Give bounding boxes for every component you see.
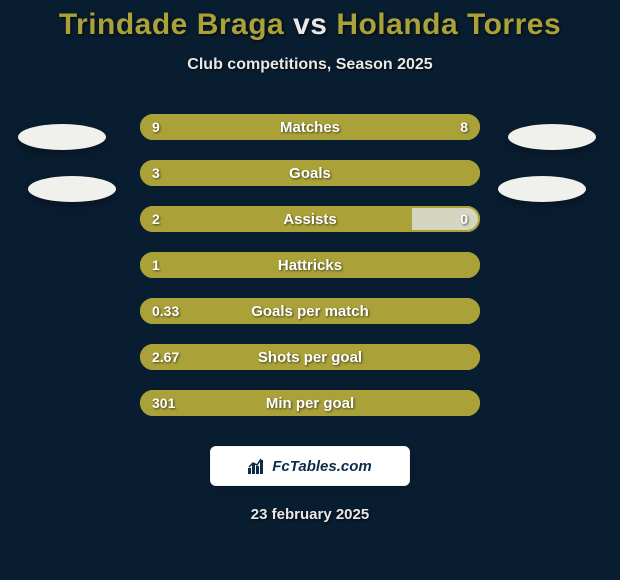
stat-value-left: 3 (152, 165, 160, 181)
page-title: Trindade Braga vs Holanda Torres (59, 8, 561, 42)
stat-row: Goals per match0.33 (140, 298, 480, 324)
stat-value-right: 0 (460, 211, 468, 227)
stat-label: Matches (140, 119, 480, 136)
stat-label: Goals per match (140, 303, 480, 320)
stat-value-right: 8 (460, 119, 468, 135)
stat-row: Shots per goal2.67 (140, 344, 480, 370)
stat-row: Assists2 0 (140, 206, 480, 232)
stat-row: Hattricks1 (140, 252, 480, 278)
player-ellipse-0 (18, 124, 106, 150)
stat-value-left: 9 (152, 119, 160, 135)
player-ellipse-3 (498, 176, 586, 202)
stat-row: Matches9 8 (140, 114, 480, 140)
stat-value-left: 0.33 (152, 303, 179, 319)
stat-row: Min per goal301 (140, 390, 480, 416)
stat-label: Min per goal (140, 395, 480, 412)
stat-label: Hattricks (140, 257, 480, 274)
chart-icon (248, 458, 266, 474)
title-vs: vs (293, 8, 327, 41)
stat-label: Shots per goal (140, 349, 480, 366)
subtitle: Club competitions, Season 2025 (187, 56, 432, 74)
title-right: Holanda Torres (336, 8, 561, 41)
stat-row: Goals3 (140, 160, 480, 186)
player-ellipse-2 (508, 124, 596, 150)
stats-area: Matches9 8 Goals3 Assists2 0 Hattricks1 Goals … (0, 114, 620, 416)
fctables-badge[interactable]: FcTables.com (210, 446, 410, 486)
player-ellipse-1 (28, 176, 116, 202)
stat-value-left: 301 (152, 395, 175, 411)
stat-value-left: 2.67 (152, 349, 179, 365)
stat-value-left: 1 (152, 257, 160, 273)
badge-text: FcTables.com (272, 458, 371, 475)
content: Trindade Braga vs Holanda Torres Club co… (0, 0, 620, 580)
date: 23 february 2025 (251, 506, 369, 523)
stat-value-left: 2 (152, 211, 160, 227)
title-left: Trindade Braga (59, 8, 284, 41)
stat-label: Assists (140, 211, 480, 228)
stat-label: Goals (140, 165, 480, 182)
